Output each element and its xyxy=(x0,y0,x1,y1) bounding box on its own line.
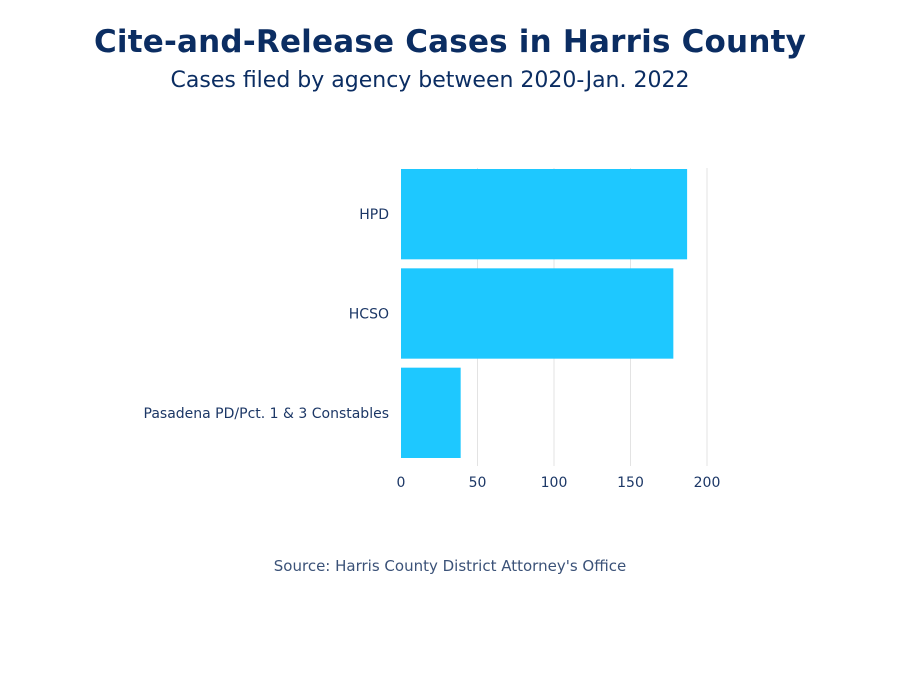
x-tick-label: 150 xyxy=(617,475,644,491)
bar xyxy=(401,367,461,458)
x-tick-label: 100 xyxy=(541,475,568,491)
x-tick-label: 0 xyxy=(397,475,406,491)
bars xyxy=(401,169,688,458)
category-label: HPD xyxy=(359,207,389,223)
x-tick-label: 50 xyxy=(469,475,487,491)
category-label: HCSO xyxy=(349,307,389,323)
x-tick-labels: 0 50 100 150 200 xyxy=(397,475,721,491)
bar xyxy=(401,169,688,260)
chart-title: Cite-and-Release Cases in Harris County xyxy=(93,24,807,60)
category-labels: HPD HCSO Pasadena PD/Pct. 1 & 3 Constables xyxy=(144,207,389,422)
source-note: Source: Harris County District Attorney'… xyxy=(273,557,627,575)
bar xyxy=(401,268,674,359)
chart-subtitle: Cases filed by agency between 2020-Jan. … xyxy=(170,68,690,93)
category-label: Pasadena PD/Pct. 1 & 3 Constables xyxy=(144,406,389,422)
x-tick-label: 200 xyxy=(694,475,721,491)
